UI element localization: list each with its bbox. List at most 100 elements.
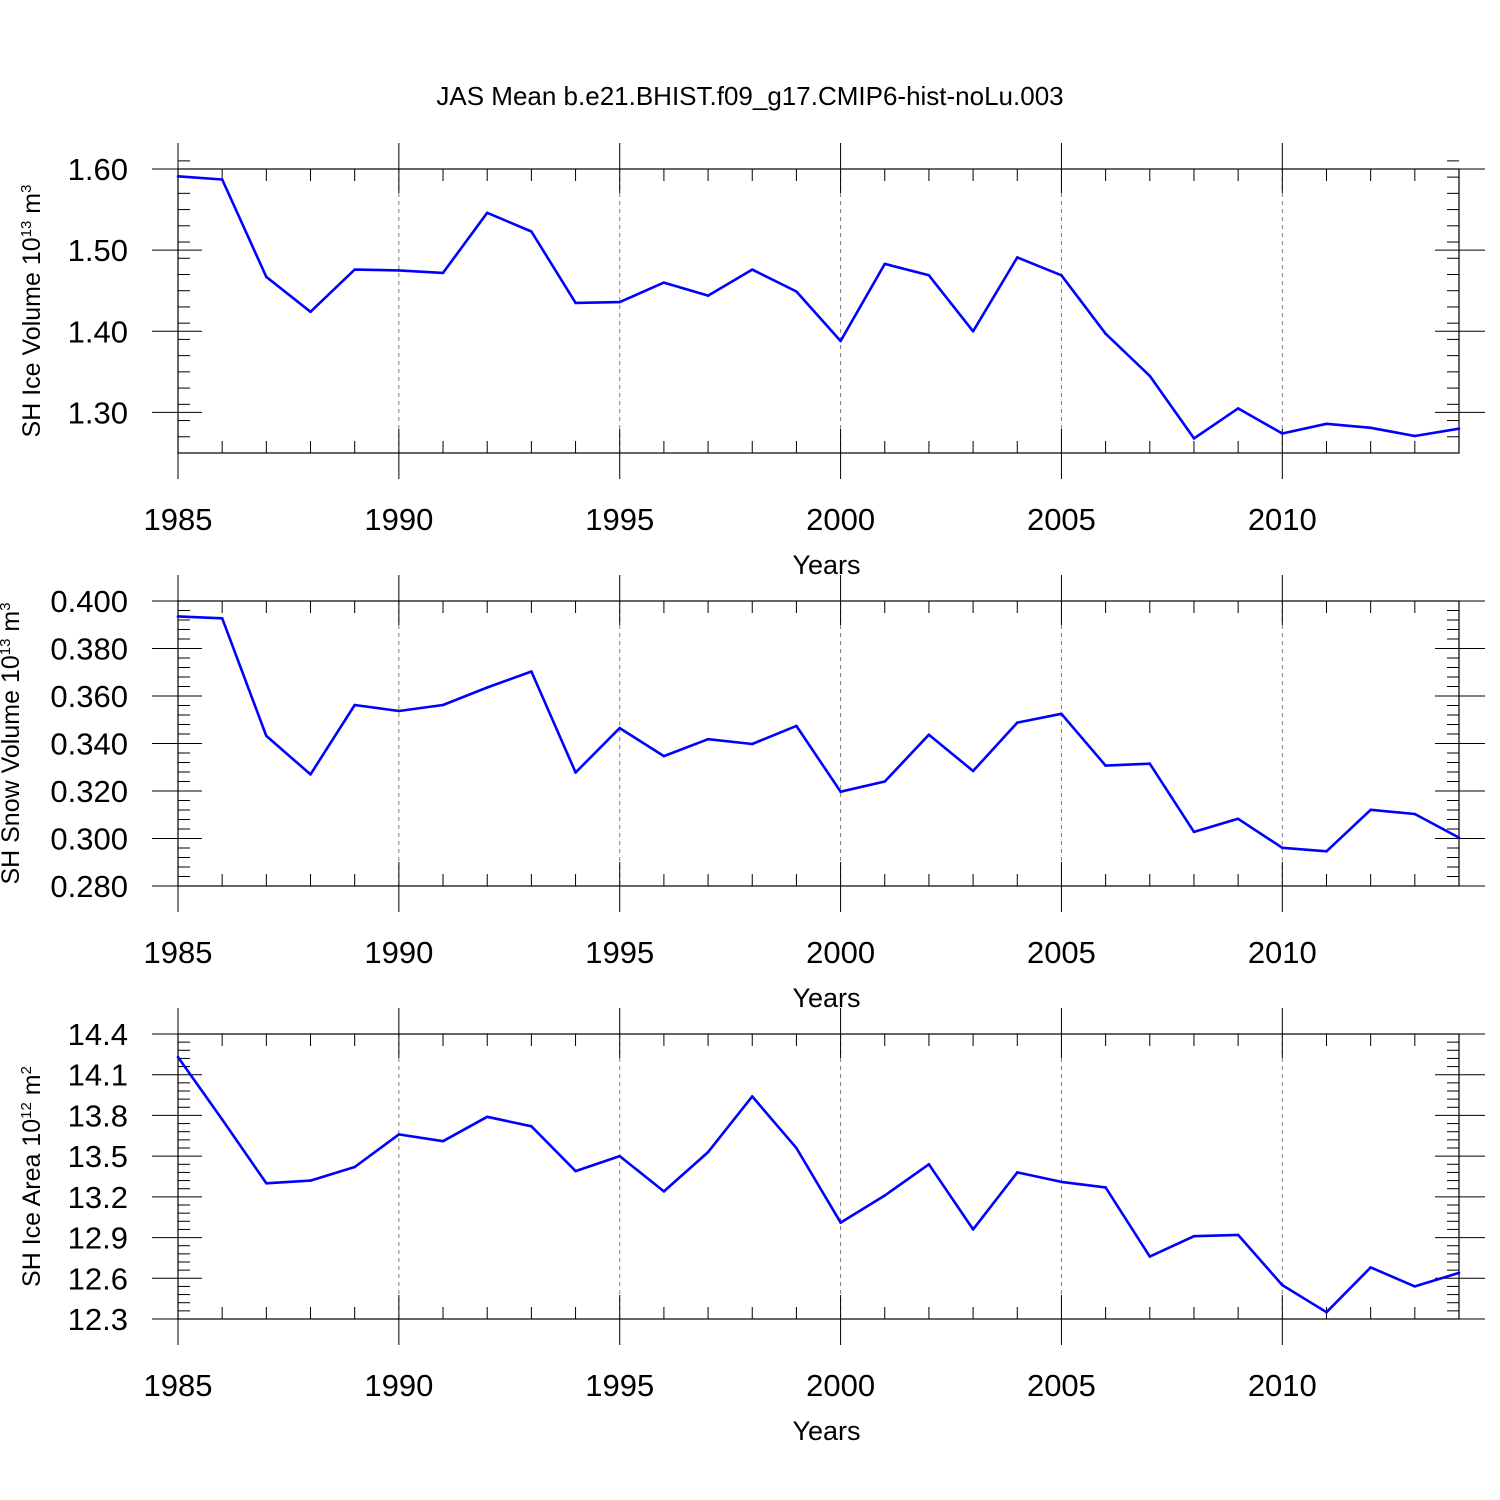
y-tick-label: 0.280 <box>50 869 128 904</box>
data-point <box>618 1154 622 1158</box>
x-tick-label: 1995 <box>585 1368 654 1403</box>
y-axis-title: SH Ice Area 1012 m2 <box>18 1066 46 1287</box>
data-point <box>574 301 577 305</box>
y-tick-label: 0.320 <box>50 774 128 809</box>
data-point <box>220 1118 224 1121</box>
data-point <box>662 281 666 284</box>
y-tick-label: 0.300 <box>50 822 128 857</box>
y-axis-title-superscript: 13 <box>0 639 14 656</box>
y-tick-label: 0.380 <box>50 632 128 667</box>
data-point <box>309 310 312 314</box>
data-point <box>441 1139 445 1143</box>
data-point <box>265 275 268 279</box>
plot-frame <box>177 168 1460 454</box>
data-point <box>397 269 401 272</box>
data-point <box>220 617 224 620</box>
data-point <box>1236 817 1240 821</box>
x-tick-label: 2005 <box>1027 935 1096 970</box>
data-point <box>1015 721 1019 724</box>
data-point <box>1413 812 1417 816</box>
data-point <box>1104 764 1107 767</box>
data-point <box>883 262 887 266</box>
y-axis-title-part: SH Ice Volume 10 <box>18 237 46 437</box>
data-point <box>1192 830 1196 834</box>
y-tick-label: 0.360 <box>50 679 128 714</box>
data-point <box>1281 1283 1284 1287</box>
data-point <box>353 268 356 271</box>
data-point <box>1457 836 1461 839</box>
data-point <box>839 1221 842 1224</box>
y-axis-title: SH Snow Volume 1013 m3 <box>0 602 25 884</box>
data-point <box>485 1115 489 1119</box>
data-point <box>1060 273 1063 277</box>
x-tick-label: 2000 <box>806 502 875 537</box>
x-tick-label: 1985 <box>144 1368 213 1403</box>
data-point <box>1236 407 1240 410</box>
data-point <box>1369 1266 1372 1269</box>
data-point <box>706 737 710 741</box>
y-tick-label: 13.5 <box>68 1139 128 1174</box>
data-point <box>927 1162 931 1166</box>
chart-panel-2: 0.280 0.300 0.320 0.340 0.360 0.380 0.400 1985 1… <box>0 575 1485 1013</box>
data-point <box>574 1169 577 1173</box>
y-axis-title-part: SH Ice Area 10 <box>18 1119 46 1287</box>
x-tick-label: 1990 <box>364 935 433 970</box>
chart-panel-1: 1.30 1.40 1.50 1.60 1985 1990 1995 2000 2005 2010… <box>18 143 1485 580</box>
data-point <box>1104 332 1107 336</box>
x-tick-label: 1995 <box>585 502 654 537</box>
x-tick-label: 1990 <box>364 502 433 537</box>
x-tick-label: 1990 <box>364 1368 433 1403</box>
y-tick-label: 14.1 <box>68 1058 128 1093</box>
data-point <box>1457 1271 1461 1275</box>
x-tick-label: 2000 <box>806 1368 875 1403</box>
y-axis-title: SH Ice Volume 1013 m3 <box>18 185 46 438</box>
y-axis-title-superscript: 2 <box>18 1066 35 1074</box>
data-point <box>530 1124 533 1128</box>
data-point <box>662 754 666 758</box>
data-point <box>265 1181 268 1185</box>
x-tick-label: 2010 <box>1248 502 1317 537</box>
data-point <box>1015 1171 1019 1174</box>
x-axis-title: Years <box>792 1416 860 1446</box>
data-point <box>176 175 180 178</box>
data-point <box>1060 1180 1063 1184</box>
data-point <box>1148 374 1152 378</box>
data-point <box>1369 426 1372 430</box>
y-tick-label: 12.6 <box>68 1261 128 1296</box>
data-point <box>618 726 622 730</box>
data-point <box>1281 432 1284 435</box>
data-point <box>397 709 401 713</box>
data-point <box>971 1228 975 1231</box>
data-point <box>795 290 798 293</box>
data-point <box>397 1133 401 1136</box>
data-point <box>795 724 798 728</box>
x-tick-label: 2005 <box>1027 502 1096 537</box>
data-point <box>485 211 489 215</box>
data-point <box>1148 762 1152 765</box>
data-point <box>706 1150 710 1154</box>
y-axis-title-part: m <box>0 611 25 639</box>
data-point <box>1413 1285 1417 1288</box>
series-line <box>176 1056 1460 1314</box>
data-point <box>662 1190 666 1193</box>
plot-frame <box>177 600 1460 887</box>
y-tick-label: 13.8 <box>68 1098 128 1133</box>
y-axis-title-superscript: 3 <box>0 602 14 610</box>
y-tick-label: 1.60 <box>68 152 128 187</box>
y-tick-label: 13.2 <box>68 1180 128 1215</box>
data-point <box>1192 1234 1196 1238</box>
data-point <box>883 780 887 783</box>
data-point <box>839 790 842 794</box>
data-point <box>1413 434 1417 438</box>
y-tick-label: 0.340 <box>50 727 128 762</box>
data-point <box>1236 1233 1240 1237</box>
data-point <box>530 230 533 233</box>
data-point <box>441 271 445 275</box>
x-axis-title: Years <box>792 983 860 1013</box>
x-tick-label: 2010 <box>1248 1368 1317 1403</box>
y-tick-label: 1.50 <box>68 233 128 268</box>
data-point <box>265 734 268 738</box>
data-point <box>618 300 622 304</box>
data-point <box>1325 1310 1328 1314</box>
data-point <box>1192 437 1196 440</box>
